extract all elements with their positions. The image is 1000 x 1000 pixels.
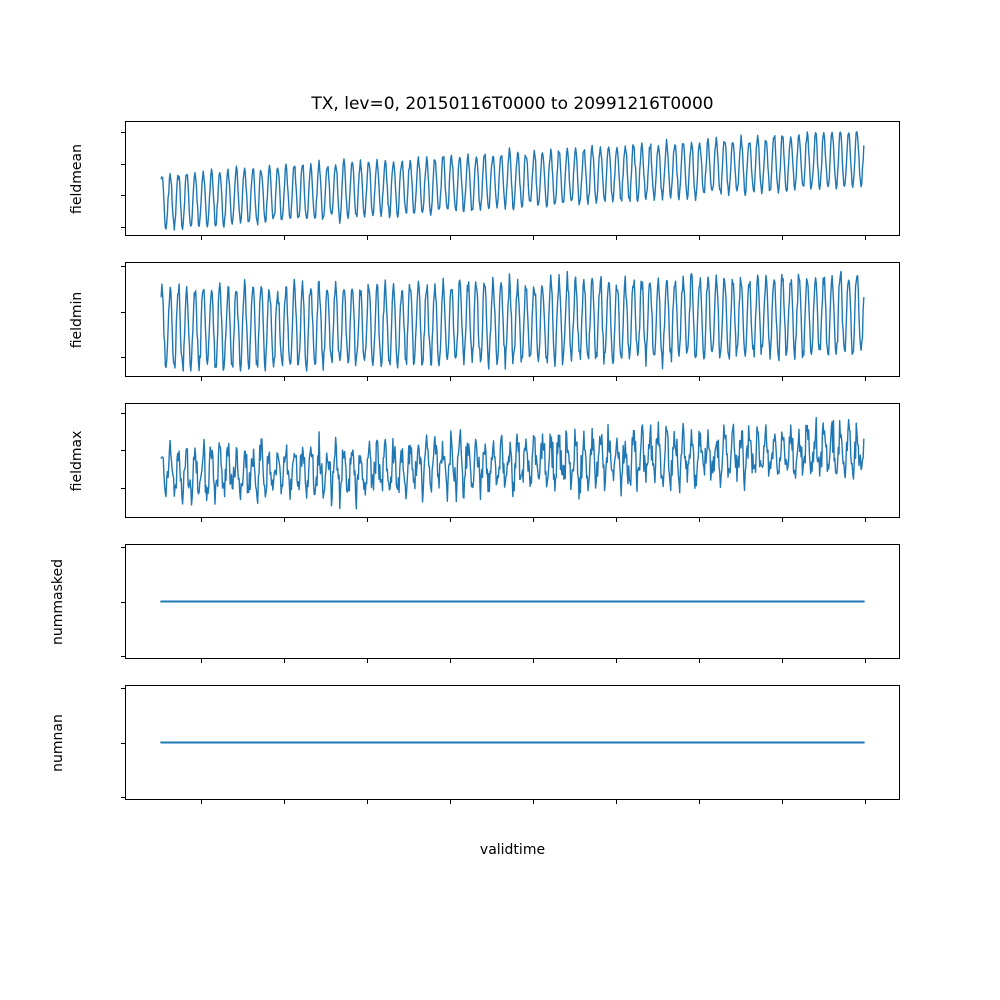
x-tick (699, 377, 701, 381)
x-tick (865, 377, 867, 381)
x-tick (865, 236, 867, 240)
y-tick (121, 311, 125, 313)
axes-fieldmean (125, 121, 900, 236)
x-tick (533, 377, 535, 381)
y-tick (121, 412, 125, 414)
x-tick (367, 659, 369, 663)
line-series-nummasked (160, 600, 865, 603)
x-tick (699, 236, 701, 240)
x-tick (865, 659, 867, 663)
y-tick (121, 163, 125, 165)
y-tick (121, 742, 125, 744)
axes-nummasked (125, 544, 900, 659)
x-tick (782, 800, 784, 804)
y-tick (121, 797, 125, 799)
x-tick (782, 377, 784, 381)
x-tick (450, 800, 452, 804)
x-tick (284, 659, 286, 663)
y-tick (121, 687, 125, 689)
x-tick (782, 659, 784, 663)
line-series-fieldmin (160, 270, 865, 372)
x-tick (284, 377, 286, 381)
x-tick (201, 518, 203, 522)
y-axis-label-fieldmin: fieldmin (69, 291, 85, 348)
x-tick (782, 236, 784, 240)
x-tick (284, 236, 286, 240)
x-tick (284, 518, 286, 522)
x-tick (367, 518, 369, 522)
x-tick (865, 800, 867, 804)
y-tick (121, 266, 125, 268)
x-tick (782, 518, 784, 522)
x-tick (201, 377, 203, 381)
axes-numnan (125, 685, 900, 800)
x-tick (367, 377, 369, 381)
x-tick (699, 800, 701, 804)
y-tick (121, 601, 125, 603)
y-axis-label-nummasked: nummasked (50, 558, 66, 645)
x-tick (533, 236, 535, 240)
line-series-fieldmax (160, 416, 865, 510)
x-tick (450, 659, 452, 663)
x-tick (616, 800, 618, 804)
axes-fieldmax (125, 403, 900, 518)
y-tick (121, 656, 125, 658)
y-axis-label-fieldmax: fieldmax (69, 430, 85, 491)
y-tick (121, 487, 125, 489)
y-tick (121, 546, 125, 548)
x-tick (616, 236, 618, 240)
y-tick (121, 195, 125, 197)
x-tick (533, 800, 535, 804)
x-tick (616, 377, 618, 381)
y-tick (121, 450, 125, 452)
x-tick (201, 659, 203, 663)
y-tick (121, 357, 125, 358)
line-series-numnan (160, 741, 865, 744)
x-tick (616, 659, 618, 663)
x-tick (450, 377, 452, 381)
figure-title: TX, lev=0, 20150116T0000 to 20991216T000… (311, 94, 714, 114)
axes-fieldmin (125, 262, 900, 377)
y-axis-label-fieldmean: fieldmean (69, 143, 85, 214)
x-tick (201, 800, 203, 804)
x-tick (699, 659, 701, 663)
x-tick (699, 518, 701, 522)
x-axis-label: validtime (479, 842, 546, 858)
x-tick (284, 800, 286, 804)
x-tick (616, 518, 618, 522)
x-tick (201, 236, 203, 240)
y-tick (121, 226, 125, 228)
y-tick (121, 131, 125, 133)
x-tick (533, 659, 535, 663)
x-tick (450, 518, 452, 522)
line-series-fieldmean (160, 131, 865, 231)
y-axis-label-numnan: numnan (50, 713, 66, 772)
x-tick (865, 518, 867, 522)
x-tick (367, 800, 369, 804)
x-tick (367, 236, 369, 240)
x-tick (450, 236, 452, 240)
x-tick (533, 518, 535, 522)
